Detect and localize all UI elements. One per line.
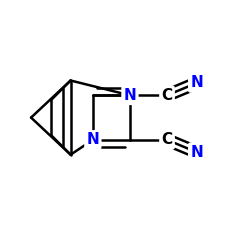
Text: N: N bbox=[190, 145, 203, 160]
Text: C: C bbox=[162, 88, 172, 103]
Text: C: C bbox=[162, 132, 172, 147]
Text: N: N bbox=[190, 76, 203, 90]
Text: N: N bbox=[124, 88, 136, 103]
Text: N: N bbox=[86, 132, 99, 147]
